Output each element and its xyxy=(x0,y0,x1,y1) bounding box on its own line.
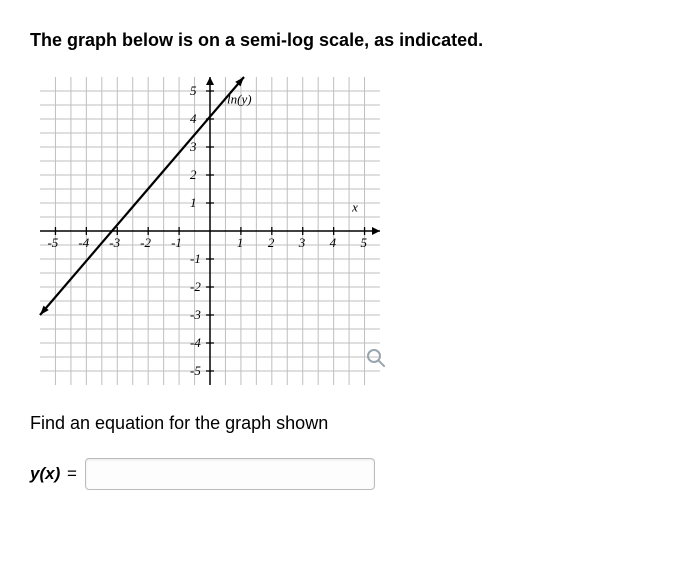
prompt-text: Find an equation for the graph shown xyxy=(30,413,670,434)
semilog-graph: -5-4-3-2-112345-5-4-3-2-112345xln(y) xyxy=(30,71,390,391)
svg-text:1: 1 xyxy=(190,195,197,210)
heading-text: The graph below is on a semi-log scale, … xyxy=(30,30,670,51)
svg-text:-2: -2 xyxy=(140,235,151,250)
magnifier-icon[interactable] xyxy=(366,348,386,373)
svg-text:4: 4 xyxy=(190,111,197,126)
svg-text:2: 2 xyxy=(190,167,197,182)
svg-text:x: x xyxy=(351,199,358,214)
chart-svg: -5-4-3-2-112345-5-4-3-2-112345xln(y) xyxy=(30,71,390,391)
svg-text:5: 5 xyxy=(190,83,197,98)
answer-input[interactable] xyxy=(85,458,375,490)
answer-row: y(x) = xyxy=(30,458,670,490)
svg-text:-1: -1 xyxy=(171,235,182,250)
svg-text:3: 3 xyxy=(298,235,306,250)
svg-text:-5: -5 xyxy=(190,363,201,378)
svg-text:-4: -4 xyxy=(190,335,201,350)
svg-text:1: 1 xyxy=(237,235,244,250)
svg-text:-3: -3 xyxy=(190,307,201,322)
svg-text:-2: -2 xyxy=(190,279,201,294)
svg-text:-5: -5 xyxy=(47,235,58,250)
svg-text:4: 4 xyxy=(330,235,337,250)
svg-text:-3: -3 xyxy=(109,235,120,250)
svg-text:-4: -4 xyxy=(78,235,89,250)
answer-label: y(x) = xyxy=(30,464,77,484)
svg-text:5: 5 xyxy=(361,235,368,250)
svg-text:-1: -1 xyxy=(190,251,201,266)
svg-text:2: 2 xyxy=(268,235,275,250)
